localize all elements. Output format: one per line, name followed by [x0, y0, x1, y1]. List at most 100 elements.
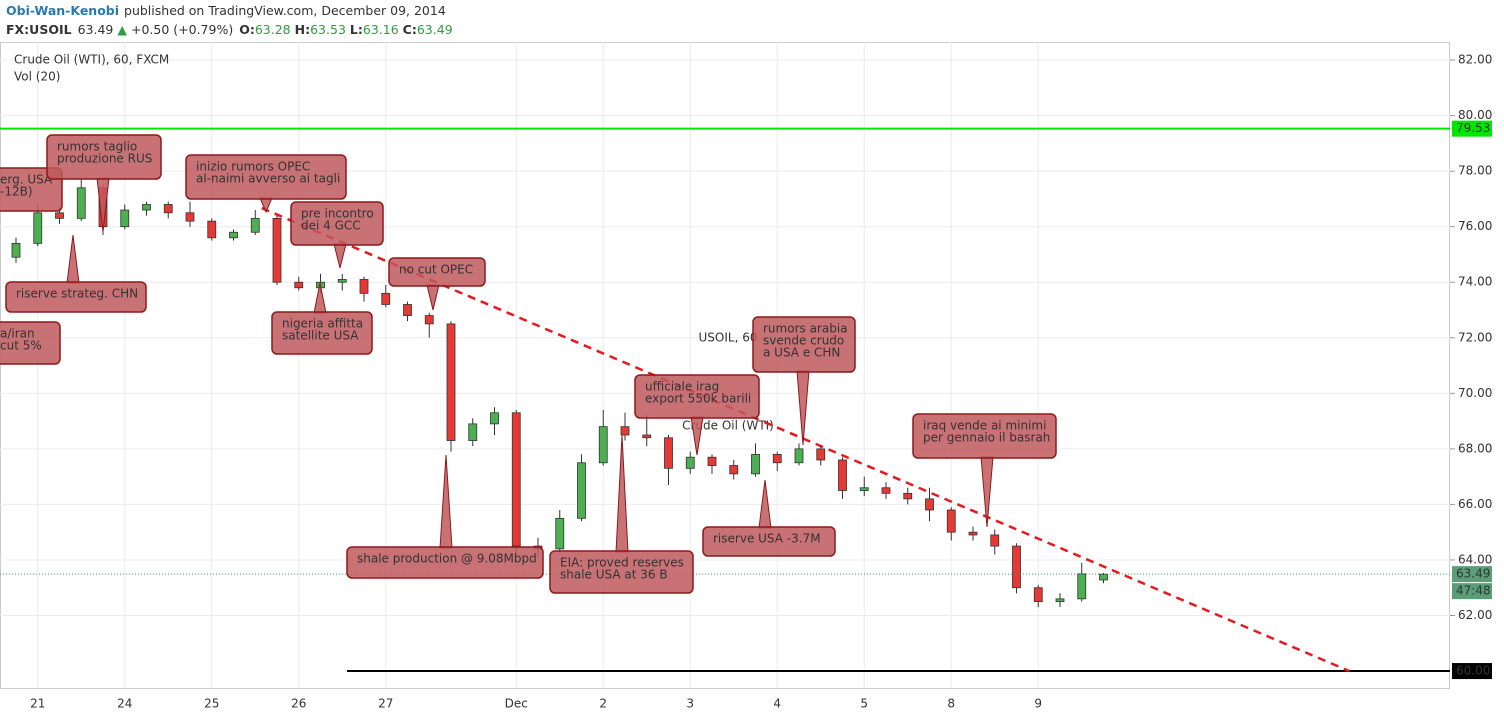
callout-text: inizio rumors OPEC: [196, 160, 310, 174]
callout-pointer: [980, 456, 994, 528]
callout-box: [290, 201, 384, 246]
price-tag: [1452, 566, 1492, 583]
callout-box: [702, 526, 836, 557]
x-tick-label: 24: [117, 697, 132, 711]
candle-body: [990, 534, 1000, 547]
candle-body: [76, 187, 86, 219]
y-tick-label: 76.00: [1458, 219, 1492, 233]
x-tick-label: 3: [686, 697, 694, 711]
h-label: H:: [295, 22, 310, 37]
callout-pointer: [426, 284, 440, 311]
watermark-symbol: USOIL, 60: [699, 331, 758, 345]
y-tick-label: 82.00: [1458, 53, 1492, 67]
callout-box: [346, 546, 544, 579]
candle-body: [250, 217, 260, 233]
candle-body: [816, 448, 826, 461]
candle-body: [794, 448, 804, 464]
candle-body: [424, 315, 434, 325]
callout-text: satellite USA: [282, 329, 359, 343]
candle-body: [555, 517, 565, 550]
l-value: 63.16: [363, 22, 399, 37]
o-value: 63.28: [255, 22, 291, 37]
candle-body: [685, 456, 695, 469]
candle-body: [946, 509, 956, 533]
legend-text: Vol (20): [14, 70, 60, 84]
price-tag: [1452, 120, 1492, 137]
callout-box: [634, 374, 760, 419]
candle-body: [751, 454, 760, 475]
change: +0.50 (+0.79%): [131, 22, 233, 37]
countdown: 47:48: [1456, 584, 1491, 598]
y-tick-label: 64.00: [1458, 552, 1492, 566]
x-tick-label: 8: [947, 697, 955, 711]
callout-pointer: [796, 370, 810, 446]
author[interactable]: Obi-Wan-Kenobi: [6, 3, 119, 18]
c-label: C:: [403, 22, 417, 37]
candle-body: [207, 220, 217, 239]
candle-body: [403, 304, 412, 316]
callout-text: pre incontro: [301, 207, 374, 221]
candle-body: [33, 212, 43, 244]
candle-body: [11, 242, 21, 258]
x-tick-label: 9: [1034, 697, 1042, 711]
candle-body: [511, 412, 521, 547]
candle-body: [925, 498, 934, 511]
callout-text: cut 5%: [0, 339, 42, 353]
callout-text: produzione RUS: [57, 152, 152, 166]
candle-body: [1077, 573, 1087, 600]
x-tick-label: 26: [291, 697, 306, 711]
callout-text: riserve USA -3.7M: [713, 532, 821, 546]
price-tag-label: 63.49: [1456, 567, 1490, 581]
candle-body: [229, 231, 238, 239]
candle-body: [903, 492, 913, 500]
callout-pointer: [259, 197, 273, 214]
callout-box: [388, 257, 486, 287]
candle-body: [881, 487, 891, 494]
l-label: L:: [350, 22, 363, 37]
candle-body: [337, 279, 347, 283]
y-tick-label: 78.00: [1458, 164, 1492, 178]
candle-body: [859, 487, 869, 491]
callout-text: rumors arabia: [763, 322, 848, 336]
y-tick-label: 70.00: [1458, 386, 1492, 400]
callout-text: rumors taglio: [57, 140, 137, 154]
y-tick-label: 80.00: [1458, 108, 1492, 122]
candle-body: [1033, 587, 1043, 603]
x-tick-label: Dec: [505, 697, 528, 711]
quote-line: FX:USOIL 63.49 ▲ +0.50 (+0.79%) O:63.28 H:63.…: [6, 22, 453, 37]
plot: 62.00 64.00 66.00 68.00 70.00 72.00 74.00 76.00…: [0, 42, 1492, 711]
callout-text: export 550k barili: [645, 392, 751, 406]
callout-pointer: [439, 454, 453, 549]
candle-body: [294, 281, 304, 289]
published: published on TradingView.com, December 0…: [124, 3, 446, 18]
callout-box: [46, 134, 162, 180]
last: 63.49: [78, 22, 114, 37]
candle-body: [620, 426, 630, 436]
candle-body: [1012, 545, 1021, 589]
candle-body: [1099, 573, 1108, 581]
c-value: 63.49: [417, 22, 453, 37]
callout-text: riserve strateg. CHN: [16, 287, 138, 301]
y-tick-label: 68.00: [1458, 441, 1492, 455]
candle-body: [729, 465, 739, 475]
price-tag-label: 60.00: [1456, 664, 1490, 678]
callout-pointer: [333, 243, 347, 269]
price-tag-label: 79.53: [1456, 121, 1490, 135]
watermark-name: Crude Oil (WTI): [682, 419, 774, 433]
candle-body: [381, 292, 391, 305]
candle-body: [838, 459, 847, 491]
arrow: ▲: [117, 22, 127, 37]
symbol: FX:USOIL: [6, 22, 72, 37]
callout-text: EIA: proved reserves: [560, 556, 684, 570]
candle-body: [968, 531, 978, 536]
candle-body: [772, 454, 782, 464]
candle-body: [642, 434, 652, 439]
x-tick-label: 4: [773, 697, 781, 711]
candle-body: [707, 456, 717, 466]
callout-text: no cut OPEC: [399, 263, 473, 277]
x-tick-label: 27: [378, 697, 393, 711]
candle-body: [577, 462, 586, 519]
callout-box: [549, 550, 694, 594]
callout-text: nigeria affitta: [282, 317, 363, 331]
callout-text: dei 4 GCC: [301, 219, 361, 233]
